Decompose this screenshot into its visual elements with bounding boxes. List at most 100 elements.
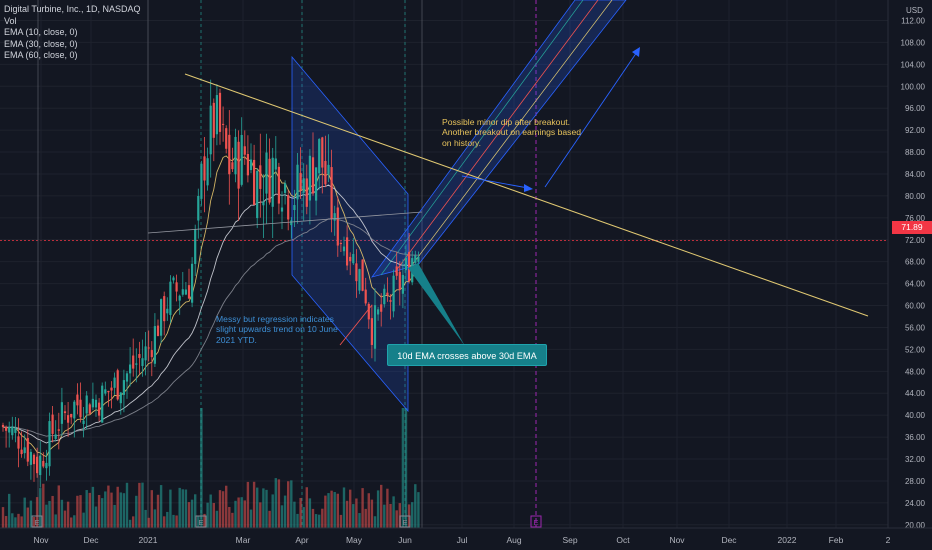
candle-body (333, 213, 336, 221)
price-tick-label: 56.00 (905, 323, 926, 332)
volume-bar (268, 510, 271, 528)
candle-body (370, 318, 373, 345)
volume-bar (184, 489, 188, 528)
candle-body (206, 158, 209, 186)
candle-body (63, 411, 67, 414)
candle-body (225, 128, 228, 149)
currency-label: USD (906, 6, 923, 15)
candle-body (60, 402, 63, 424)
volume-bar (45, 504, 48, 528)
time-tick-label: 2021 (139, 535, 158, 545)
regression-trendline (147, 211, 423, 234)
volume-bar (367, 493, 370, 528)
volume-bar (85, 490, 88, 528)
volume-label[interactable]: Vol (4, 15, 17, 26)
volume-bar (330, 490, 333, 528)
volume-bar (225, 485, 228, 528)
volume-bar (249, 509, 253, 528)
volume-bar (175, 515, 178, 528)
channel-drawings (291, 0, 627, 413)
volume-bar (116, 486, 119, 528)
volume-bar (376, 490, 380, 528)
candle-body (346, 237, 349, 266)
time-axis[interactable]: Nov Dec 2021 Mar Apr May Jun Jul Aug Sep Oct Nov Dec… (0, 527, 932, 545)
time-tick-label: Nov (669, 535, 685, 545)
volume-bar (352, 504, 355, 528)
candle-body (305, 178, 308, 207)
candle-body (392, 275, 395, 312)
candle-body (383, 288, 386, 305)
candle-body (79, 399, 82, 418)
candle-body (218, 92, 222, 132)
volume-bar (35, 497, 39, 528)
volume-bar (221, 491, 225, 528)
breakout-annotation[interactable]: Possible minor dip after breakout. Anoth… (442, 117, 582, 148)
volume-bar (135, 495, 138, 528)
volume-bar (63, 510, 67, 528)
candlesticks (1, 79, 420, 488)
volume-bar (342, 487, 346, 528)
price-axis[interactable]: 112.00 108.00 104.00 100.00 96.00 92.00 88.00 8… (887, 0, 926, 530)
candle-body (358, 269, 361, 291)
volume-bar (51, 495, 54, 528)
volume-bar (1, 507, 5, 528)
earnings-marker-box (31, 515, 43, 528)
volume-bar (26, 507, 29, 528)
ema-cross-callout[interactable]: 10d EMA crosses above 30d EMA (387, 344, 547, 366)
candle-body (76, 394, 79, 406)
price-tick-label: 76.00 (905, 214, 926, 223)
volume-bar (144, 509, 147, 528)
earnings-marker-label: E (198, 518, 203, 527)
candle-body (163, 296, 166, 322)
symbol-title[interactable]: Digital Turbine, Inc., 1D, NASDAQ (4, 4, 141, 14)
volume-bars (1, 408, 420, 528)
ema60-label[interactable]: EMA (60, close, 0) (4, 50, 78, 60)
volume-bar (349, 489, 352, 528)
candle-body (342, 246, 346, 252)
volume-bar (215, 510, 219, 528)
price-tick-label: 40.00 (905, 411, 926, 420)
volume-bar (209, 494, 212, 528)
price-tick-label: 72.00 (905, 236, 926, 245)
ema10-label[interactable]: EMA (10, close, 0) (4, 27, 78, 37)
volume-bar (333, 492, 336, 528)
candle-body (125, 373, 129, 382)
candle-body (141, 358, 144, 367)
ema-lines (2, 155, 419, 458)
candle-body (234, 136, 237, 175)
candle-body (82, 420, 85, 425)
time-tick-label: 2 (886, 535, 891, 545)
volume-bar (11, 513, 14, 528)
candle-body (70, 413, 73, 418)
time-tick-label: May (346, 535, 363, 545)
candle-body (215, 95, 218, 135)
volume-bar (73, 515, 76, 528)
volume-bar (401, 408, 405, 528)
candle-body (5, 426, 8, 431)
regression-annotation[interactable]: Messy but regression indicates slight up… (216, 314, 338, 345)
ema30-label[interactable]: EMA (30, close, 0) (4, 38, 78, 49)
volume-bar (308, 498, 312, 528)
candle-body (144, 346, 147, 361)
time-tick-label: Sep (562, 535, 577, 545)
volume-bar (262, 488, 265, 528)
volume-bar (125, 482, 129, 528)
volume-bar (172, 514, 175, 528)
candle-body (352, 254, 355, 264)
volume-bar (141, 482, 144, 528)
candle-body (373, 305, 377, 349)
candle-body (184, 289, 187, 295)
candle-body (138, 354, 141, 358)
chart-legend: Digital Turbine, Inc., 1D, NASDAQ Vol EM… (4, 4, 141, 62)
descending-channel (291, 55, 409, 413)
volume-bar (132, 516, 135, 528)
earnings-marker-label: E (34, 518, 39, 527)
candle-body (228, 134, 231, 175)
volume-bar (373, 516, 377, 528)
volume-bar (246, 481, 250, 528)
earnings-marker-box (530, 515, 542, 528)
candle-body (336, 207, 339, 246)
candle-body (386, 292, 389, 296)
volume-bar (299, 497, 302, 528)
